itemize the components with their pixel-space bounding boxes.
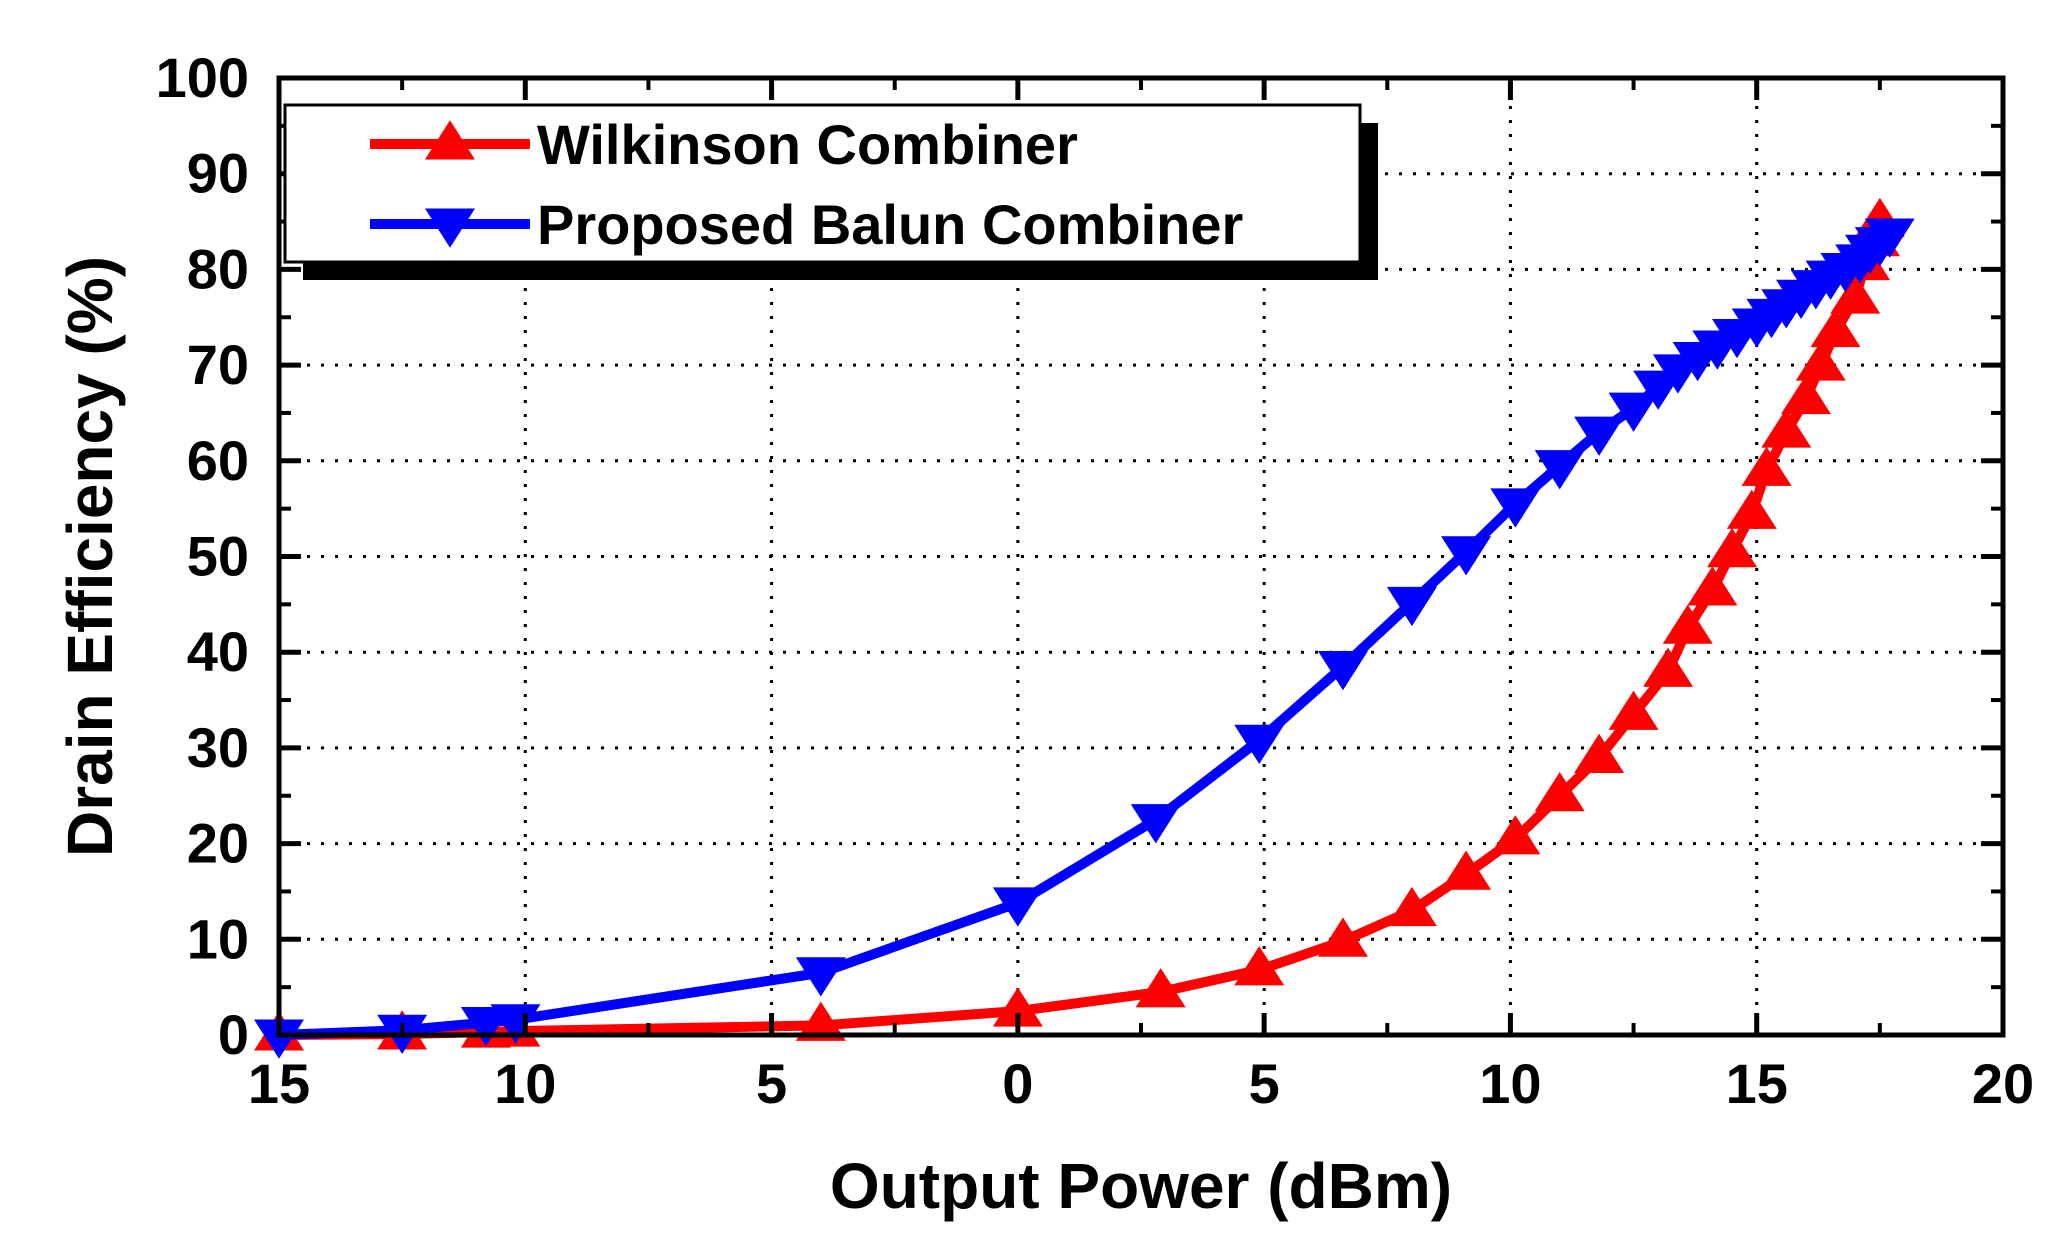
legend-swatch-marker [425, 208, 475, 248]
data-point-marker [1726, 489, 1777, 529]
data-point-marker [1317, 917, 1368, 957]
data-point-marker [1490, 488, 1541, 528]
data-point-marker [1761, 408, 1812, 448]
y-tick-label: 20 [187, 812, 249, 875]
x-tick-label: 5 [756, 1052, 787, 1115]
y-tick-label: 60 [187, 429, 249, 492]
data-point-marker [1608, 392, 1659, 432]
series-line-2 [274, 228, 1895, 1040]
y-tick-label: 30 [187, 716, 249, 779]
data-point-marker [1386, 586, 1437, 627]
data-point-marker [1441, 850, 1492, 890]
legend-swatch-marker [425, 120, 475, 160]
data-point-marker [992, 987, 1043, 1027]
data-point-marker [1662, 604, 1713, 644]
y-tick-label: 50 [187, 525, 249, 588]
x-tick-label: 5 [1249, 1052, 1280, 1115]
data-point-marker [1386, 886, 1437, 927]
data-point-marker [1441, 536, 1492, 576]
y-tick-label: 90 [187, 142, 249, 205]
data-point-marker [795, 1001, 846, 1041]
data-point-marker [1810, 307, 1861, 348]
data-point-marker [795, 957, 846, 997]
x-tick-label: 20 [1972, 1052, 2034, 1115]
series-line-1 [274, 216, 1885, 1040]
data-point-marker [1707, 527, 1758, 568]
data-point-marker [1534, 450, 1585, 490]
data-point-marker [1687, 566, 1738, 606]
data-point-marker [1234, 724, 1285, 764]
data-point-marker [490, 1004, 541, 1044]
data-point-marker [1234, 946, 1285, 986]
data-point-marker [1830, 274, 1881, 314]
x-tick-label: 10 [494, 1052, 556, 1115]
x-tick-label: 0 [1002, 1052, 1033, 1115]
data-point-marker [1130, 804, 1181, 844]
legend-box [283, 103, 1362, 264]
data-point-marker [1574, 733, 1625, 773]
x-tick-label: 15 [248, 1052, 310, 1115]
data-point-marker [1608, 690, 1659, 730]
y-tick-label: 0 [218, 1003, 249, 1066]
data-point-marker [460, 1007, 511, 1047]
legend-label: Wilkinson Combiner [537, 113, 1078, 176]
y-tick-label: 70 [187, 333, 249, 396]
y-axis-title: Drain Efficiency (%) [54, 256, 126, 857]
data-point-marker [1643, 647, 1694, 687]
data-point-marker [1741, 446, 1792, 486]
y-tick-label: 10 [187, 907, 249, 970]
grid-lines [279, 78, 2003, 1035]
data-point-marker [1780, 374, 1831, 415]
data-point-marker [1490, 815, 1541, 855]
x-axis-title: Output Power (dBm) [830, 1150, 1452, 1222]
y-tick-label: 40 [187, 620, 249, 683]
legend: Wilkinson Combiner Proposed Balun Combine… [283, 103, 1378, 280]
data-point-marker [1317, 651, 1368, 691]
legend-label: Proposed Balun Combiner [537, 193, 1243, 256]
x-tick-label: 10 [1479, 1052, 1541, 1115]
data-point-marker [1795, 341, 1846, 381]
x-tick-label: 15 [1726, 1052, 1788, 1115]
data-point-marker [1135, 968, 1186, 1008]
y-tick-label: 80 [187, 237, 249, 300]
data-point-marker [1534, 772, 1585, 812]
series-layer [254, 197, 1915, 1059]
data-point-marker [992, 887, 1043, 927]
data-point-marker [1864, 218, 1915, 258]
data-point-marker [254, 1019, 304, 1059]
y-tick-label: 100 [156, 46, 249, 109]
data-point-marker [1574, 416, 1625, 456]
